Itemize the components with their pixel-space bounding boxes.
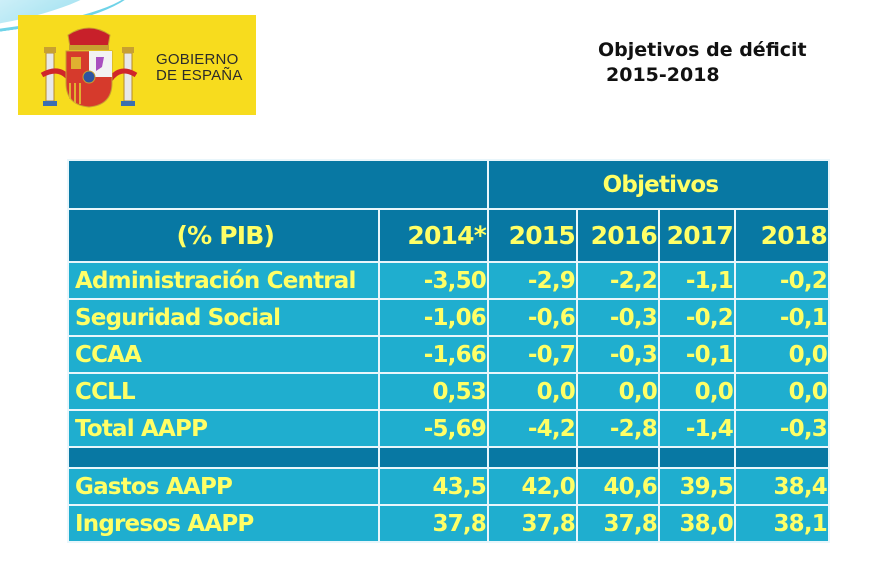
cell: -0,6 bbox=[487, 298, 578, 337]
spacer-cell bbox=[67, 446, 380, 469]
spacer-row bbox=[67, 446, 830, 469]
spacer-cell bbox=[377, 446, 490, 469]
cell: 39,5 bbox=[658, 467, 736, 506]
cell: -1,66 bbox=[377, 335, 490, 374]
cell: 43,5 bbox=[377, 467, 490, 506]
cell: 0,0 bbox=[487, 372, 578, 411]
cell: -3,50 bbox=[377, 261, 490, 300]
group-header-row: Objetivos bbox=[67, 159, 830, 210]
cell: -4,2 bbox=[487, 409, 578, 448]
title-line1: Objetivos de déficit bbox=[598, 39, 807, 61]
table-row: Ingresos AAPP 37,8 37,8 37,8 38,0 38,1 bbox=[67, 504, 830, 543]
objetivos-header: Objetivos bbox=[487, 159, 830, 210]
deficit-table: Objetivos (% PIB) 2014* 2015 2016 2017 2… bbox=[67, 159, 830, 543]
col-2015: 2015 bbox=[487, 208, 578, 263]
cell: 40,6 bbox=[576, 467, 660, 506]
col-2018: 2018 bbox=[734, 208, 830, 263]
cell: 0,0 bbox=[658, 372, 736, 411]
table-row: Total AAPP -5,69 -4,2 -2,8 -1,4 -0,3 bbox=[67, 409, 830, 448]
cell: 38,1 bbox=[734, 504, 830, 543]
column-header-row: (% PIB) 2014* 2015 2016 2017 2018 bbox=[67, 208, 830, 263]
col-2014: 2014* bbox=[377, 208, 490, 263]
cell: 0,0 bbox=[734, 335, 830, 374]
cell: -1,1 bbox=[658, 261, 736, 300]
cell: 0,0 bbox=[734, 372, 830, 411]
row-label: CCLL bbox=[67, 372, 380, 411]
cell: -2,9 bbox=[487, 261, 578, 300]
cell: -0,1 bbox=[734, 298, 830, 337]
table-row: Gastos AAPP 43,5 42,0 40,6 39,5 38,4 bbox=[67, 467, 830, 506]
spacer-cell bbox=[576, 446, 660, 469]
spacer-cell bbox=[487, 446, 578, 469]
page-title: Objetivos de déficit 2015-2018 bbox=[598, 38, 807, 88]
cell: 37,8 bbox=[487, 504, 578, 543]
cell: -0,3 bbox=[734, 409, 830, 448]
cell: 0,0 bbox=[576, 372, 660, 411]
unit-label: (% PIB) bbox=[67, 208, 380, 263]
cell: -0,7 bbox=[487, 335, 578, 374]
cell: 37,8 bbox=[377, 504, 490, 543]
cell: -1,06 bbox=[377, 298, 490, 337]
row-label: CCAA bbox=[67, 335, 380, 374]
cell: 37,8 bbox=[576, 504, 660, 543]
cell: -0,3 bbox=[576, 298, 660, 337]
cell: 42,0 bbox=[487, 467, 578, 506]
cell: 38,0 bbox=[658, 504, 736, 543]
cell: -2,8 bbox=[576, 409, 660, 448]
title-line2: 2015-2018 bbox=[606, 64, 720, 86]
cell: 38,4 bbox=[734, 467, 830, 506]
spacer-cell bbox=[658, 446, 736, 469]
col-2016: 2016 bbox=[576, 208, 660, 263]
table-row: CCLL 0,53 0,0 0,0 0,0 0,0 bbox=[67, 372, 830, 411]
row-label: Gastos AAPP bbox=[67, 467, 380, 506]
blank-header-cell bbox=[67, 159, 489, 210]
row-label: Ingresos AAPP bbox=[67, 504, 380, 543]
logo-text: GOBIERNO DE ESPAÑA bbox=[156, 52, 243, 84]
cell: -0,2 bbox=[658, 298, 736, 337]
table-row: Seguridad Social -1,06 -0,6 -0,3 -0,2 -0… bbox=[67, 298, 830, 337]
cell: -0,1 bbox=[658, 335, 736, 374]
cell: -0,2 bbox=[734, 261, 830, 300]
row-label: Administración Central bbox=[67, 261, 380, 300]
cell: -1,4 bbox=[658, 409, 736, 448]
coat-of-arms-icon bbox=[40, 27, 138, 108]
cell: -0,3 bbox=[576, 335, 660, 374]
col-2017: 2017 bbox=[658, 208, 736, 263]
spacer-cell bbox=[734, 446, 830, 469]
logo-line2: DE ESPAÑA bbox=[156, 67, 243, 84]
logo-line1: GOBIERNO bbox=[156, 51, 239, 68]
cell: -5,69 bbox=[377, 409, 490, 448]
cell: 0,53 bbox=[377, 372, 490, 411]
row-label: Total AAPP bbox=[67, 409, 380, 448]
gobierno-logo: GOBIERNO DE ESPAÑA bbox=[18, 15, 256, 115]
row-label: Seguridad Social bbox=[67, 298, 380, 337]
table-row: Administración Central -3,50 -2,9 -2,2 -… bbox=[67, 261, 830, 300]
cell: -2,2 bbox=[576, 261, 660, 300]
table-row: CCAA -1,66 -0,7 -0,3 -0,1 0,0 bbox=[67, 335, 830, 374]
